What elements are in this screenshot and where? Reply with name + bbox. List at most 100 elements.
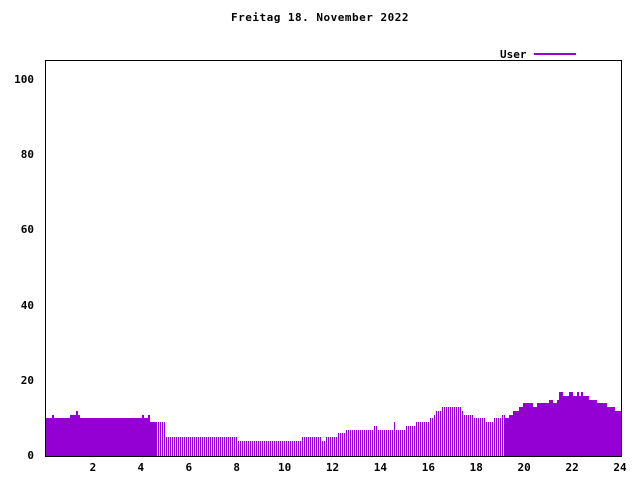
- bar: [291, 440, 294, 456]
- bar: [611, 407, 613, 456]
- bar: [535, 407, 537, 456]
- bar: [110, 418, 112, 456]
- bar: [116, 418, 118, 456]
- bar: [253, 440, 256, 456]
- x-tick-label: 8: [233, 461, 240, 474]
- bar: [313, 437, 316, 456]
- bar: [519, 407, 521, 456]
- bar: [495, 418, 497, 456]
- bar: [401, 429, 404, 456]
- x-tick-label: 20: [517, 461, 531, 474]
- bar: [227, 437, 230, 456]
- bar: [421, 422, 424, 456]
- bar: [321, 440, 324, 456]
- x-tick-label: 18: [469, 461, 483, 474]
- legend-color-swatch-user: [533, 53, 576, 55]
- bar: [533, 407, 535, 456]
- bar: [339, 433, 342, 456]
- bar: [437, 410, 439, 456]
- bar: [259, 440, 262, 456]
- chart-legend: User: [500, 47, 576, 61]
- bar: [379, 429, 382, 456]
- bar: [343, 433, 346, 456]
- bar: [70, 414, 72, 456]
- bar: [353, 429, 356, 456]
- bar: [337, 433, 340, 456]
- bar: [383, 429, 386, 456]
- bar: [217, 437, 220, 456]
- bar: [477, 418, 479, 456]
- bar: [283, 440, 286, 456]
- bar: [345, 429, 348, 456]
- bar: [333, 437, 336, 456]
- bar: [539, 403, 541, 456]
- bar: [305, 437, 308, 456]
- bar: [74, 414, 76, 456]
- bar: [371, 429, 374, 456]
- bar: [545, 403, 547, 456]
- bar: [553, 403, 555, 456]
- bar: [619, 410, 621, 456]
- bar: [331, 437, 334, 456]
- bar: [76, 410, 78, 456]
- bar: [451, 407, 453, 456]
- bar: [114, 418, 116, 456]
- bar: [435, 410, 437, 456]
- bar: [357, 429, 360, 456]
- bar: [503, 414, 505, 456]
- bar: [140, 418, 142, 456]
- bar: [351, 429, 354, 456]
- x-tick-label: 22: [565, 461, 579, 474]
- bar: [585, 395, 587, 456]
- bar: [515, 410, 517, 456]
- bar: [279, 440, 282, 456]
- bar: [541, 403, 543, 456]
- bar: [54, 418, 56, 456]
- bar: [275, 440, 278, 456]
- bar: [66, 418, 68, 456]
- bar: [617, 410, 619, 456]
- bar: [485, 422, 487, 456]
- bar: [225, 437, 228, 456]
- bar: [96, 418, 98, 456]
- bar: [441, 407, 443, 456]
- bar: [94, 418, 96, 456]
- bar: [158, 422, 160, 456]
- bar: [467, 414, 469, 456]
- y-tick-label: 100: [14, 72, 34, 86]
- bar: [126, 418, 128, 456]
- bar: [132, 418, 134, 456]
- bar: [174, 437, 176, 456]
- bar: [122, 418, 124, 456]
- bar: [407, 425, 410, 456]
- bar: [198, 437, 200, 456]
- bar: [439, 410, 441, 456]
- bar: [120, 418, 122, 456]
- bar: [231, 437, 234, 456]
- bar: [194, 437, 196, 456]
- bar: [239, 440, 242, 456]
- bar: [72, 414, 74, 456]
- bar: [487, 422, 489, 456]
- bar: [263, 440, 266, 456]
- bar: [212, 437, 214, 456]
- bar: [176, 437, 178, 456]
- bar: [214, 437, 216, 456]
- x-tick-label: 2: [89, 461, 97, 474]
- bar: [118, 418, 120, 456]
- bar: [192, 437, 194, 456]
- bar: [599, 403, 601, 456]
- bar: [377, 429, 380, 456]
- bar: [359, 429, 362, 456]
- bar: [551, 399, 553, 456]
- bar: [431, 418, 434, 456]
- y-tick-label: 0: [27, 449, 34, 462]
- bar: [297, 440, 300, 456]
- bar: [148, 414, 150, 456]
- bar: [150, 422, 152, 456]
- bar: [265, 440, 268, 456]
- bar: [549, 399, 551, 456]
- bar: [409, 425, 412, 456]
- bar: [188, 437, 190, 456]
- bar: [62, 418, 64, 456]
